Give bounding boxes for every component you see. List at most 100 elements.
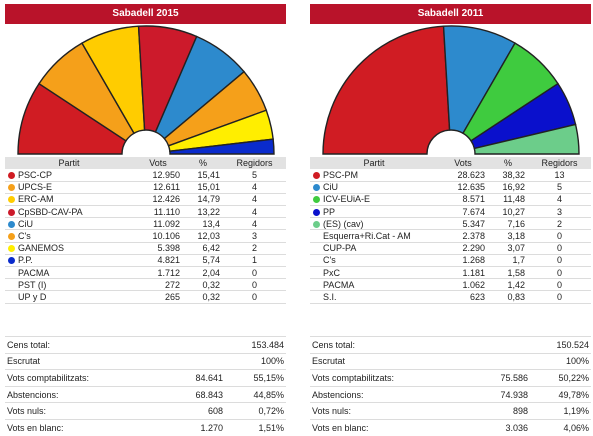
votes-cell: 272 [133, 278, 183, 292]
votes-cell: 2.378 [438, 229, 488, 243]
table-row: PSC-PM 28.623 38,32 13 [310, 169, 591, 182]
votes-cell: 11.110 [133, 205, 183, 219]
party-color-dot [8, 245, 15, 253]
votes-cell: 1.181 [438, 266, 488, 280]
party-cell: CpSBD-CAV-PA [5, 205, 133, 219]
votes-cell: 4.821 [133, 254, 183, 268]
seats-cell: 0 [528, 229, 591, 243]
party-name: GANEMOS [18, 243, 65, 254]
table-row: PxC 1.181 1,58 0 [310, 266, 591, 280]
votes-cell: 5.347 [438, 217, 488, 231]
table-row: UPCS-E 12.611 15,01 4 [5, 181, 286, 194]
pct-cell: 15,01 [183, 181, 223, 194]
pct-cell: 7,16 [488, 217, 528, 231]
votes-cell: 5.398 [133, 242, 183, 255]
party-cell: C's [310, 254, 438, 268]
header-party: Partit [310, 157, 438, 169]
votes-cell: 265 [133, 290, 183, 304]
seats-cell: 4 [528, 193, 591, 207]
summary-pct: 50,22% [530, 369, 591, 387]
votes-cell: 12.950 [133, 169, 183, 182]
table-row: PSC-CP 12.950 15,41 5 [5, 169, 286, 182]
votes-cell: 623 [438, 290, 488, 304]
party-name: (ES) (cav) [323, 218, 364, 229]
seats-cell: 0 [528, 266, 591, 280]
votes-cell: 2.290 [438, 242, 488, 255]
header-pct: % [183, 157, 223, 169]
pct-cell: 1,7 [488, 254, 528, 268]
seats-cell: 4 [223, 193, 286, 207]
results-panel-2015: Sabadell 2015 Partit Vots % Regidors PSC… [0, 0, 292, 436]
party-name: PACMA [18, 267, 50, 278]
summary-row: Cens total: 150.524 [310, 336, 591, 354]
summary-row: Vots en blanc: 3.036 4,06% [310, 419, 591, 436]
party-name: S.I. [323, 291, 337, 302]
seats-cell: 5 [223, 169, 286, 182]
party-cell: UPCS-E [5, 181, 133, 194]
pct-cell: 15,41 [183, 169, 223, 182]
results-table: Partit Vots % Regidors PSC-PM 28.623 38,32… [310, 157, 591, 304]
party-name: C's [18, 231, 31, 242]
pct-cell: 3,07 [488, 242, 528, 255]
summary-value: 75.586 [460, 369, 530, 387]
header-seats: Regidors [528, 157, 591, 169]
summary-value [155, 353, 225, 371]
summary-row: Vots comptabilitzats: 75.586 50,22% [310, 369, 591, 387]
table-header-row: Partit Vots % Regidors [5, 157, 286, 169]
party-name: PP [323, 206, 336, 217]
party-cell: CUP-PA [310, 242, 438, 255]
seats-cell: 0 [223, 278, 286, 292]
summary-value: 1.270 [155, 419, 225, 436]
party-color-dot [8, 220, 15, 228]
table-row: S.I. 623 0,83 0 [310, 290, 591, 304]
seats-cell: 0 [528, 278, 591, 292]
table-header-row: Partit Vots % Regidors [310, 157, 591, 169]
table-row: PACMA 1.712 2,04 0 [5, 266, 286, 280]
summary-pct: 44,85% [225, 386, 286, 404]
votes-cell: 1.268 [438, 254, 488, 268]
summary-value: 84.641 [155, 369, 225, 387]
summary-pct: 4,06% [530, 419, 591, 436]
summary-label: Cens total: [5, 336, 155, 354]
party-cell: PP [310, 205, 438, 219]
pct-cell: 5,74 [183, 254, 223, 268]
summary-value: 3.036 [460, 419, 530, 436]
party-name: UPCS-E [18, 182, 53, 193]
seats-cell: 3 [223, 229, 286, 243]
votes-cell: 7.674 [438, 205, 488, 219]
summary-label: Escrutat [310, 353, 460, 371]
seats-cell: 0 [223, 266, 286, 280]
pct-cell: 13,22 [183, 205, 223, 219]
summary-row: Escrutat 100% [310, 353, 591, 371]
seats-cell: 2 [528, 217, 591, 231]
pct-cell: 38,32 [488, 169, 528, 182]
summary-table: Cens total: 153.484 Escrutat 100% Vots compt… [5, 336, 286, 436]
summary-value: 74.938 [460, 386, 530, 404]
table-row: GANEMOS 5.398 6,42 2 [5, 242, 286, 255]
party-cell: PACMA [5, 266, 133, 280]
party-cell: CiU [310, 181, 438, 194]
summary-row: Vots comptabilitzats: 84.641 55,15% [5, 369, 286, 387]
pct-cell: 16,92 [488, 181, 528, 194]
party-cell: PACMA [310, 278, 438, 292]
pct-cell: 13,4 [183, 217, 223, 231]
seat-wedge-p-p [169, 138, 275, 155]
summary-label: Abstencions: [5, 386, 155, 404]
header-votes: Vots [133, 157, 183, 169]
seat-wedge-psc-pm [322, 25, 451, 155]
party-cell: S.I. [310, 290, 438, 304]
party-cell: PSC-PM [310, 169, 438, 182]
votes-cell: 12.611 [133, 181, 183, 194]
seats-cell: 1 [223, 254, 286, 268]
party-cell: PxC [310, 266, 438, 280]
summary-value [460, 336, 530, 354]
party-name: C's [323, 255, 336, 266]
pct-cell: 14,79 [183, 193, 223, 207]
summary-label: Escrutat [5, 353, 155, 371]
seats-cell: 4 [223, 205, 286, 219]
summary-value: 608 [155, 402, 225, 420]
summary-label: Vots nuls: [5, 402, 155, 420]
party-name: Esquerra+Ri.Cat - AM [323, 231, 411, 242]
votes-cell: 1.062 [438, 278, 488, 292]
summary-value: 898 [460, 402, 530, 420]
